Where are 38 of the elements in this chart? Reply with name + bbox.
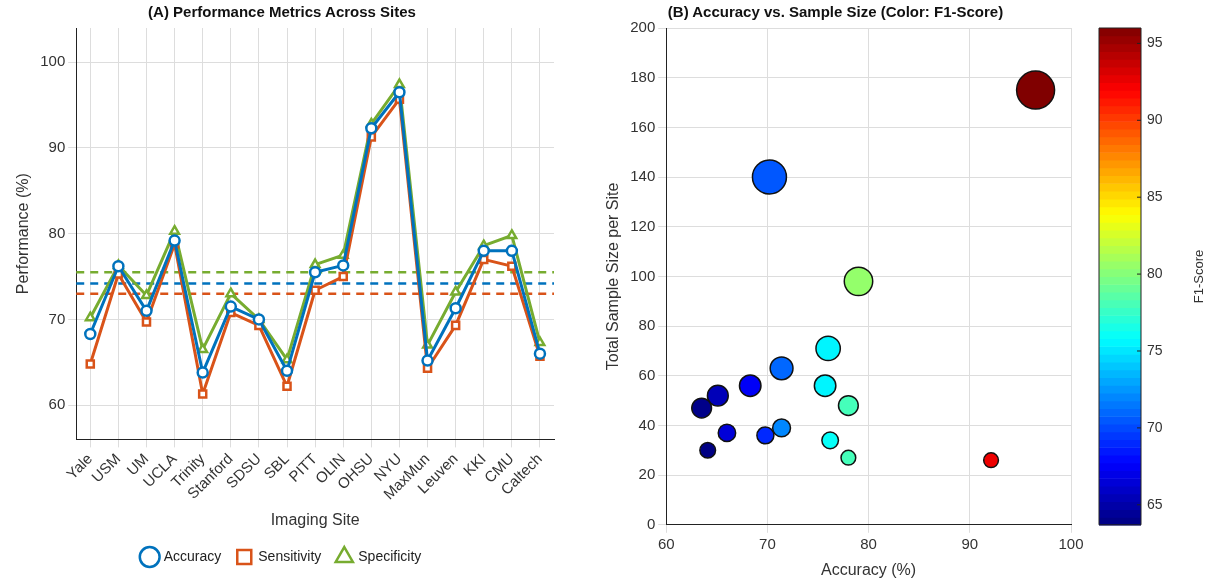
chart-title: (B) Accuracy vs. Sample Size (Color: F1-Score)	[667, 3, 1004, 21]
y-tick-label: 0	[646, 514, 656, 532]
x-tick-label: 70	[759, 534, 776, 552]
y-tick-label: 180	[630, 67, 656, 85]
y-tick-label: 60	[638, 365, 656, 383]
y-tick-label: 20	[638, 465, 656, 483]
color-bar-label: 90	[1147, 111, 1163, 128]
y-tick-label: 100	[40, 52, 66, 70]
color-bar-label: 75	[1147, 341, 1163, 358]
x-axis-title: Imaging Site	[270, 510, 360, 528]
color-bar-label: 65	[1147, 495, 1163, 512]
legend-label: Accuracy	[163, 547, 222, 564]
y-tick-label: 140	[630, 167, 656, 185]
color-bar-label: 70	[1147, 418, 1163, 435]
x-tick-label: 60	[657, 534, 675, 552]
color-bar-label: 95	[1147, 34, 1163, 51]
x-tick-label: 90	[961, 534, 979, 552]
y-tick-label: 40	[638, 415, 656, 433]
y-axis-title: Performance (%)	[14, 173, 32, 295]
y-tick-label: 80	[638, 316, 656, 334]
y-tick-label: 120	[630, 216, 656, 234]
chart-title: (A) Performance Metrics Across Sites	[148, 3, 416, 21]
y-tick-label: 60	[48, 395, 66, 413]
y-tick-label: 80	[48, 223, 66, 241]
y-axis-title: Total Sample Size per Site	[604, 182, 622, 371]
y-tick-label: 100	[630, 266, 656, 284]
legend-label: Sensitivity	[258, 547, 322, 564]
y-tick-label: 160	[630, 117, 656, 135]
x-tick-label: 100	[1058, 534, 1084, 552]
y-tick-label: 90	[48, 138, 66, 156]
color-bar-label: 80	[1147, 264, 1163, 281]
color-bar-title: F1-Score	[1190, 249, 1206, 304]
legend-label: Specificity	[358, 547, 422, 564]
x-tick-label: 80	[860, 534, 877, 552]
color-bar-label: 85	[1147, 188, 1163, 205]
y-tick-label: 200	[630, 18, 656, 36]
y-tick-label: 70	[48, 309, 66, 327]
x-axis-title: Accuracy (%)	[821, 560, 917, 578]
